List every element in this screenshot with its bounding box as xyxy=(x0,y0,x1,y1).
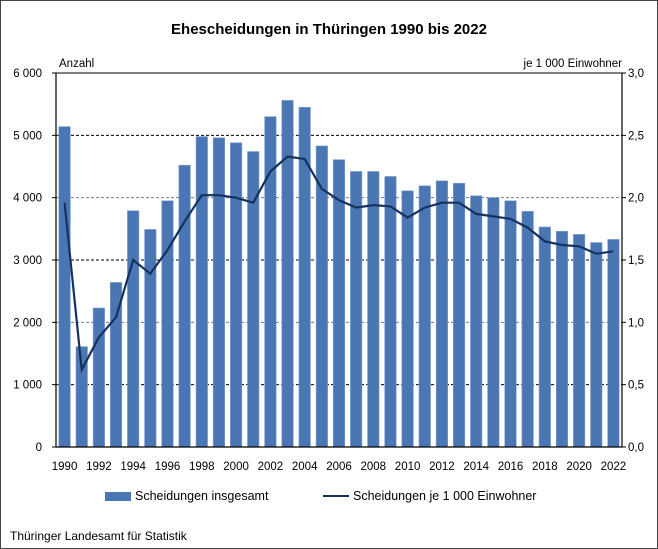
right-tick-label: 1,5 xyxy=(628,255,644,267)
right-tick-label: 1,0 xyxy=(628,317,644,329)
bar-1999 xyxy=(212,137,225,448)
left-tick-label: 0 xyxy=(36,442,42,454)
right-tick-label: 0,5 xyxy=(628,380,644,392)
x-tick-label: 2000 xyxy=(223,461,249,473)
right-tick-label: 2,5 xyxy=(628,130,644,142)
right-tick-label: 3,0 xyxy=(628,68,644,80)
x-tick-label: 2002 xyxy=(258,461,284,473)
x-tick-label: 2016 xyxy=(498,461,524,473)
chart-svg: Anzahl je 1 000 Einwohner 0 0,0 1 000 0,5 2 … xyxy=(13,58,644,473)
x-tick-label: 2018 xyxy=(532,461,558,473)
bar-1995 xyxy=(144,229,157,448)
bar-2007 xyxy=(350,171,363,448)
x-tick-label: 2004 xyxy=(292,461,318,473)
bar-2018 xyxy=(538,226,551,448)
x-tick-label: 1992 xyxy=(86,461,112,473)
series-line-per-1000 xyxy=(63,155,614,374)
x-tick-label: 2010 xyxy=(395,461,421,473)
bar-2002 xyxy=(264,116,277,448)
bar-1990 xyxy=(58,126,71,448)
bar-2008 xyxy=(367,171,380,448)
bar-2017 xyxy=(521,211,534,448)
bar-2016 xyxy=(504,200,517,448)
left-tick-label: 2 000 xyxy=(13,317,42,329)
left-tick-label: 3 000 xyxy=(13,255,42,267)
x-tick-label: 2006 xyxy=(326,461,352,473)
left-tick-label: 6 000 xyxy=(13,68,42,80)
legend-item-bars: Scheidungen insgesamt xyxy=(105,489,268,503)
bar-2022 xyxy=(607,239,620,448)
bar-2012 xyxy=(435,180,448,448)
bar-2000 xyxy=(230,142,243,448)
right-tick-label: 0,0 xyxy=(628,442,644,454)
bar-2019 xyxy=(555,231,569,448)
left-tick-label: 4 000 xyxy=(13,193,42,205)
legend-item-line: Scheidungen je 1 000 Einwohner xyxy=(323,489,536,503)
bar-1992 xyxy=(92,307,105,448)
bars xyxy=(58,100,620,448)
bar-1994 xyxy=(127,210,140,448)
bar-2009 xyxy=(384,176,397,448)
bar-2003 xyxy=(281,100,294,448)
legend-label: Scheidungen insgesamt xyxy=(135,489,269,503)
bar-1997 xyxy=(178,164,191,448)
bar-1996 xyxy=(161,200,174,448)
bar-2015 xyxy=(487,197,500,448)
left-tick-label: 1 000 xyxy=(13,380,42,392)
bar-1998 xyxy=(195,136,208,448)
x-tick-label: 2012 xyxy=(429,461,455,473)
right-tick-label: 2,0 xyxy=(628,193,644,205)
bar-2021 xyxy=(590,242,603,448)
axes xyxy=(52,72,626,448)
x-tick-label: 1996 xyxy=(155,461,181,473)
x-tick-label: 1998 xyxy=(189,461,215,473)
source-note: Thüringer Landesamt für Statistik xyxy=(10,529,187,543)
x-tick-label: 2008 xyxy=(361,461,387,473)
x-tick-label: 2014 xyxy=(463,461,489,473)
bar-2011 xyxy=(418,185,431,448)
x-tick-label: 2020 xyxy=(566,461,592,473)
x-tick-label: 2022 xyxy=(601,461,627,473)
bar-2020 xyxy=(573,234,586,448)
legend-label: Scheidungen je 1 000 Einwohner xyxy=(353,489,537,503)
bar-2010 xyxy=(401,190,414,448)
bar-2013 xyxy=(453,183,466,448)
x-tick-label: 1994 xyxy=(120,461,146,473)
legend-swatch-bar xyxy=(105,491,131,501)
x-tick-label: 1990 xyxy=(52,461,78,473)
right-axis-label: je 1 000 Einwohner xyxy=(523,58,623,70)
chart-title: Ehescheidungen in Thüringen 1990 bis 202… xyxy=(171,21,487,38)
left-tick-label: 5 000 xyxy=(13,130,42,142)
bar-2014 xyxy=(470,195,483,448)
left-axis-label: Anzahl xyxy=(59,58,94,70)
legend-swatch-line xyxy=(323,495,349,497)
